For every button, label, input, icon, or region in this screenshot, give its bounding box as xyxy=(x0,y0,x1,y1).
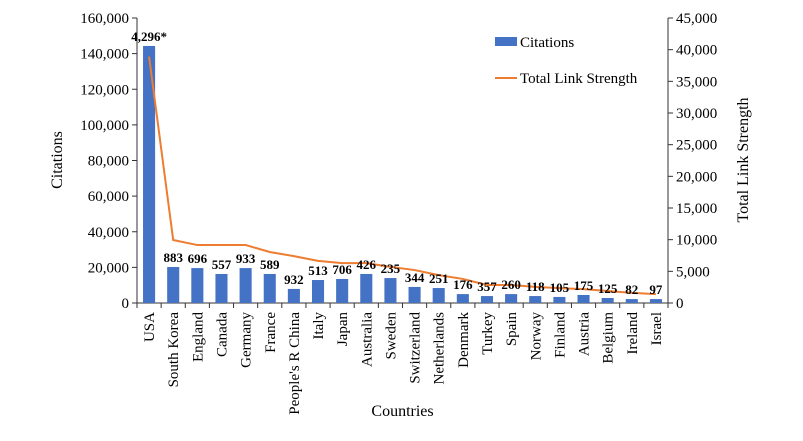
bar-england xyxy=(191,268,204,303)
y-tick-label: 0 xyxy=(122,296,130,312)
bar-people-s-r-china xyxy=(287,288,300,303)
bar-austria xyxy=(577,294,590,303)
data-label: 426 xyxy=(357,257,377,272)
x-tick-label: France xyxy=(263,312,279,353)
bar-switzerland xyxy=(408,286,421,303)
bar-spain xyxy=(505,294,518,303)
y-tick-label: 120,000 xyxy=(80,82,129,98)
bar-belgium xyxy=(601,298,614,303)
y-axis-title: Citations xyxy=(49,131,66,189)
y-tick-label: 60,000 xyxy=(88,189,129,205)
x-tick-label: Germany xyxy=(239,312,255,368)
x-tick-label: People's R China xyxy=(287,312,303,415)
data-label: 932 xyxy=(284,272,304,287)
y2-tick-label: 0 xyxy=(676,296,684,312)
data-label: 589 xyxy=(260,257,280,272)
bar-ireland xyxy=(625,299,638,303)
y2-axis-title: Total Link Strength xyxy=(735,97,752,222)
x-tick-label: Spain xyxy=(504,312,520,347)
y2-tick-label: 25,000 xyxy=(676,138,717,154)
x-tick-label: Norway xyxy=(528,312,544,361)
data-label: 125 xyxy=(598,281,618,296)
x-tick-label: Italy xyxy=(311,312,327,340)
x-tick-label: Australia xyxy=(359,312,375,367)
data-label: 706 xyxy=(332,262,352,277)
bar-israel xyxy=(649,299,662,303)
data-label: 696 xyxy=(188,251,208,266)
data-label: 4,296* xyxy=(131,29,167,44)
y2-tick-label: 10,000 xyxy=(676,233,717,249)
bar-italy xyxy=(311,280,325,303)
bar-turkey xyxy=(480,296,494,303)
x-tick-label: Turkey xyxy=(480,312,496,355)
x-tick-label: Netherlands xyxy=(432,312,448,385)
x-tick-label: Belgium xyxy=(601,312,617,364)
data-label: 260 xyxy=(501,277,521,292)
x-tick-label: Canada xyxy=(214,312,230,357)
x-tick-label: USA xyxy=(142,312,158,342)
y-tick-label: 140,000 xyxy=(80,47,129,63)
bar-france xyxy=(263,273,276,303)
y-tick-label: 160,000 xyxy=(80,11,129,27)
bar-canada xyxy=(215,273,228,303)
x-tick-label: Japan xyxy=(335,312,351,347)
bar-japan xyxy=(336,278,349,303)
data-label: 82 xyxy=(625,282,638,297)
y-tick-label: 100,000 xyxy=(80,118,129,134)
data-label: 175 xyxy=(574,278,594,293)
data-label: 105 xyxy=(550,280,570,295)
legend-citations-swatch xyxy=(495,37,517,46)
bar-australia xyxy=(360,273,373,303)
bar-netherlands xyxy=(432,288,445,303)
x-tick-label: South Korea xyxy=(166,312,182,388)
y-tick-label: 80,000 xyxy=(88,154,129,170)
y2-tick-label: 40,000 xyxy=(676,43,717,59)
data-label: 883 xyxy=(163,250,183,265)
y2-tick-label: 15,000 xyxy=(676,201,717,217)
total-link-strength-line xyxy=(148,56,656,296)
data-label: 357 xyxy=(477,279,497,294)
x-axis-title: Countries xyxy=(371,403,433,420)
y2-tick-label: 5,000 xyxy=(676,264,710,280)
data-label: 235 xyxy=(381,261,401,276)
x-tick-label: Austria xyxy=(577,312,593,357)
y-tick-label: 40,000 xyxy=(88,225,129,241)
x-tick-label: England xyxy=(190,312,206,362)
bar-germany xyxy=(239,268,252,303)
data-label: 933 xyxy=(236,251,256,266)
y2-tick-label: 20,000 xyxy=(676,169,717,185)
data-label: 176 xyxy=(453,277,473,292)
y2-tick-label: 35,000 xyxy=(676,74,717,90)
x-tick-label: Israel xyxy=(649,312,665,345)
bar-denmark xyxy=(456,294,469,303)
data-label: 251 xyxy=(429,271,449,286)
legend-citations-label: Citations xyxy=(520,35,574,51)
data-label: 118 xyxy=(526,279,545,294)
data-label: 97 xyxy=(649,282,663,297)
bar-usa xyxy=(143,45,156,303)
x-tick-label: Denmark xyxy=(456,312,472,368)
y2-tick-label: 30,000 xyxy=(676,106,717,122)
bar-sweden xyxy=(384,278,397,303)
bar-finland xyxy=(553,296,566,303)
x-tick-label: Ireland xyxy=(625,312,641,355)
data-label: 513 xyxy=(308,263,328,278)
bar-norway xyxy=(529,296,542,303)
x-tick-label: Finland xyxy=(552,312,568,358)
legend-tls-label: Total Link Strength xyxy=(520,71,638,87)
data-label: 557 xyxy=(212,257,232,272)
bar-south-korea xyxy=(167,267,180,303)
y-tick-label: 20,000 xyxy=(88,260,129,276)
x-tick-label: Switzerland xyxy=(408,312,424,384)
y2-tick-label: 45,000 xyxy=(676,11,717,27)
data-label: 344 xyxy=(405,270,425,285)
x-tick-label: Sweden xyxy=(383,312,399,360)
